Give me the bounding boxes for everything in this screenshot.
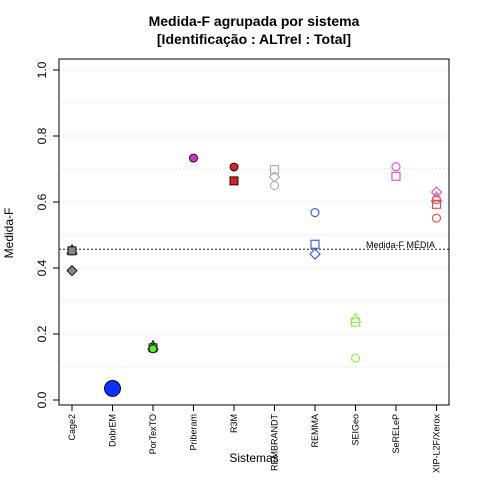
y-tick-label: 0.6: [35, 193, 49, 210]
data-point-square: [229, 176, 239, 186]
y-tick-label: 0.4: [35, 259, 49, 276]
chart-title: Medida-F agrupada por sistema: [149, 13, 360, 29]
y-axis-label: Medida-F: [2, 208, 16, 259]
data-point-circle: [104, 380, 121, 397]
x-tick-label: REMMA: [310, 414, 320, 448]
data-point-circle: [350, 353, 361, 363]
x-tick-label: DobrEM: [108, 414, 118, 447]
data-point-diamond: [309, 248, 321, 260]
data-point-square: [67, 246, 77, 256]
data-point-circle: [310, 208, 320, 218]
y-tick-label: 0.8: [35, 127, 49, 144]
y-axis: 0.0 0.2 0.4 0.6 0.8 1.0: [35, 61, 59, 408]
data-points: [66, 153, 443, 397]
data-point-circle: [431, 195, 442, 205]
x-tick-label: REMBRANDT: [270, 414, 280, 472]
data-point-diamond: [430, 186, 443, 198]
data-point-circle: [229, 162, 239, 172]
data-point-square: [431, 199, 442, 209]
data-point-circle: [269, 180, 280, 191]
x-tick-label: Cage2: [67, 414, 77, 441]
x-tick-label: SeRELeP: [391, 414, 401, 454]
data-point-square: [269, 165, 280, 175]
y-tick-label: 0.0: [35, 391, 49, 408]
data-point-diamond: [66, 265, 78, 277]
data-point-circle: [391, 162, 401, 172]
data-point-circle: [431, 213, 442, 223]
y-tick-label: 0.2: [35, 325, 49, 342]
grid-lines: [59, 69, 449, 368]
data-point-square: [310, 239, 320, 249]
x-tick-label: R3M: [229, 414, 239, 433]
data-point-circle: [148, 344, 158, 354]
x-axis-label: Sistemas: [229, 451, 278, 465]
reference-line-label: Medida-F MÉDIA: [366, 240, 435, 250]
x-tick-label: SEIGeo: [351, 414, 361, 446]
data-point-circle: [189, 153, 198, 163]
chart-subtitle: [Identificação : ALTrel : Total]: [157, 31, 351, 47]
x-axis: Cage2 DobrEM PorTexTO Priberam R3M REMBRANDT R…: [67, 405, 442, 473]
x-tick-label: Priberam: [189, 414, 199, 451]
x-tick-label: XIP-L2F/Xerox: [432, 414, 442, 474]
data-point-square: [350, 317, 361, 327]
plot-frame: [58, 58, 450, 406]
x-tick-label: PorTexTO: [148, 414, 158, 454]
y-tick-label: 1.0: [35, 61, 49, 78]
data-point-square: [391, 171, 401, 181]
